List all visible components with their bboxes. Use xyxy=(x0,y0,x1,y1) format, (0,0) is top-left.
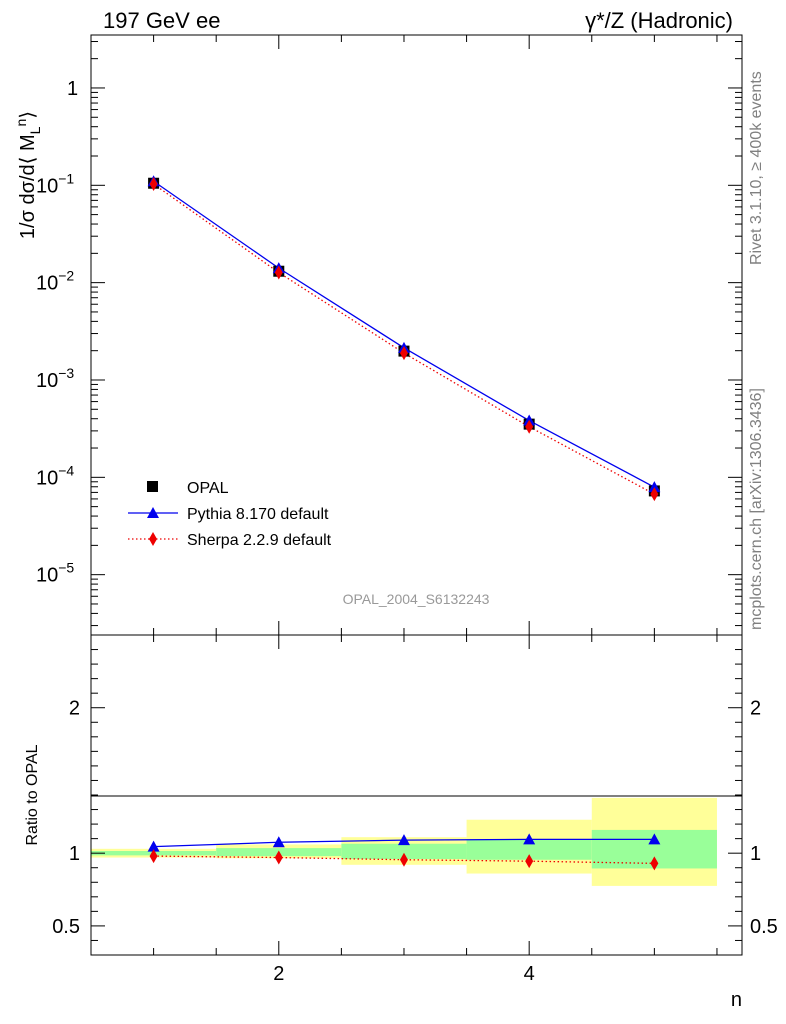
sherpa-ratio-point xyxy=(149,849,158,864)
process-title: γ*/Z (Hadronic) xyxy=(585,8,733,33)
sherpa-ratio-point xyxy=(274,850,283,865)
sherpa-ratio-point xyxy=(525,854,534,869)
ratio-plot-frame xyxy=(90,634,743,956)
ratio-y-tick-label: 2 xyxy=(69,698,80,720)
energy-title: 197 GeV ee xyxy=(103,8,220,33)
main-y-tick-label: 1 xyxy=(67,78,78,100)
x-tick-label: 2 xyxy=(273,963,284,985)
sherpa-ratio-point xyxy=(399,852,408,867)
pythia-ratio-point xyxy=(648,833,661,845)
ratio-y-tick-label-right: 1 xyxy=(750,843,761,865)
main-y-tick-label: 10−3 xyxy=(36,365,74,392)
sherpa-point xyxy=(525,419,534,434)
pythia-ratio-point xyxy=(147,840,160,852)
main-y-tick-label: 10−4 xyxy=(36,462,74,489)
main-panel: 1 10−1 10−2 10−3 10−4 10−5 1/σ dσ/d⟨ MLn⟩ OPA… xyxy=(13,34,743,636)
pythia-point xyxy=(648,481,661,493)
legend-label-pythia: Pythia 8.170 default xyxy=(187,506,329,523)
legend-marker-pythia xyxy=(147,507,159,518)
mcplots-label: mcplots.cern.ch [arXiv:1306.3436] xyxy=(748,388,765,630)
pythia-ratio-point xyxy=(523,833,536,845)
ratio-band-inner xyxy=(466,839,592,860)
sherpa-point xyxy=(399,346,408,361)
pythia-ratio-point xyxy=(397,834,410,846)
legend: OPAL Pythia 8.170 default Sherpa 2.2.9 d… xyxy=(128,480,332,549)
main-y-axis-label: 1/σ dσ/d⟨ MLn⟩ xyxy=(13,111,43,239)
main-y-tick-label: 10−1 xyxy=(36,170,74,197)
legend-label-opal: OPAL xyxy=(187,480,229,497)
main-y-tick-label: 10−5 xyxy=(36,560,74,587)
sherpa-ratio-line xyxy=(153,855,655,865)
sherpa-ratio-point xyxy=(650,856,659,871)
ratio-y-tick-label-right: 0.5 xyxy=(750,916,778,938)
ratio-y-tick-label: 0.5 xyxy=(52,916,80,938)
rivet-label: Rivet 3.1.10, ≥ 400k events xyxy=(748,71,765,265)
ratio-y-tick-label: 1 xyxy=(69,843,80,865)
legend-marker-sherpa xyxy=(149,532,157,546)
ratio-y-axis-label: Ratio to OPAL xyxy=(24,744,41,845)
x-tick-label: 4 xyxy=(524,963,535,985)
ratio-band-inner xyxy=(341,843,467,859)
main-y-tick-label: 10−2 xyxy=(36,268,74,295)
sherpa-point xyxy=(149,177,158,192)
legend-marker-opal xyxy=(147,481,158,492)
pythia-line xyxy=(153,180,655,488)
sherpa-point xyxy=(274,265,283,280)
ratio-panel: 0.5 0.5 1 1 2 2 2 4 Ratio to OPAL n xyxy=(24,634,778,1011)
sherpa-point xyxy=(650,487,659,502)
x-axis-label: n xyxy=(731,989,742,1011)
ratio-y-tick-label-right: 2 xyxy=(750,698,761,720)
analysis-id-label: OPAL_2004_S6132243 xyxy=(343,591,490,607)
legend-label-sherpa: Sherpa 2.2.9 default xyxy=(187,532,332,549)
pythia-ratio-point xyxy=(272,836,285,848)
